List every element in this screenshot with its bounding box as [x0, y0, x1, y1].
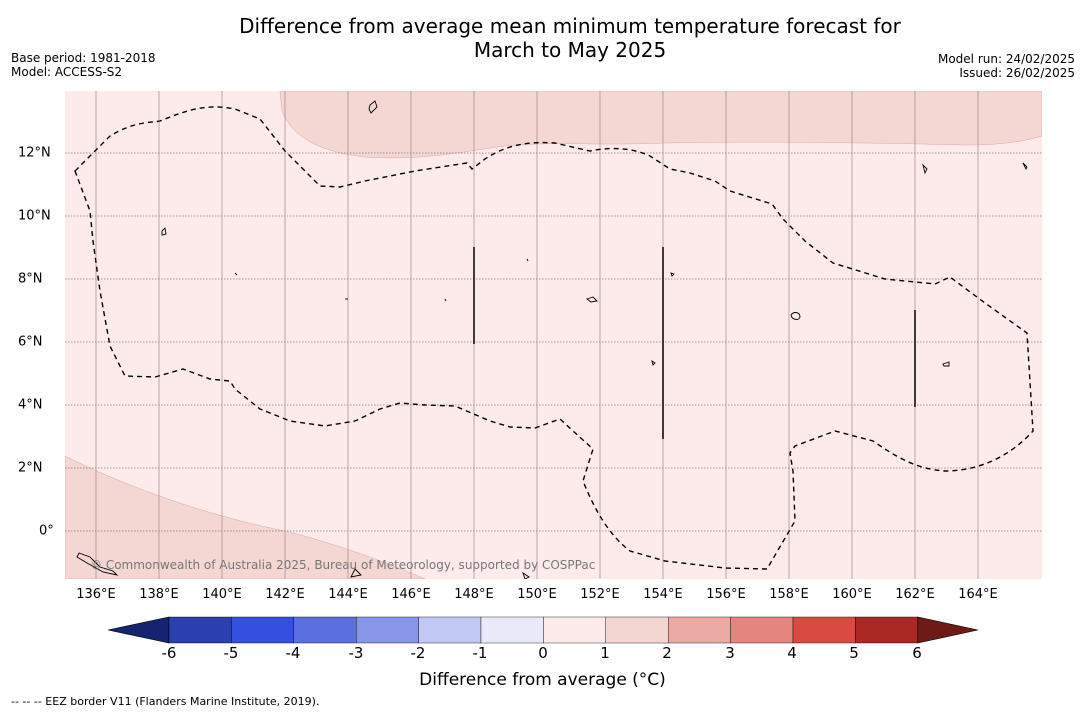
footnote: -- -- -- EEZ border V11 (Flanders Marine… [11, 695, 320, 708]
colorbar-segment [480, 616, 544, 644]
x-tick-label: 158°E [769, 587, 809, 602]
colorbar-svg [107, 616, 979, 644]
model-run: Model run: 24/02/2025 [937, 52, 1075, 66]
x-tick-label: 156°E [706, 587, 746, 602]
copyright-watermark: © Commonwealth of Australia 2025, Bureau… [90, 558, 596, 572]
map-title-line2: March to May 2025 [473, 38, 667, 62]
y-tick-label: 4°N [18, 397, 43, 413]
y-tick-label: 6°N [18, 334, 43, 350]
colorbar-tick: 4 [787, 644, 797, 662]
colorbar-arrow-high [917, 616, 979, 644]
colorbar-segment [418, 616, 482, 644]
colorbar-segment [231, 616, 295, 644]
colorbar-tick: 2 [662, 644, 672, 662]
colorbar-tick: -4 [285, 644, 301, 662]
x-tick-label: 164°E [958, 587, 998, 602]
eez-border [74, 106, 1034, 570]
x-tick-label: 154°E [643, 587, 683, 602]
colorbar [107, 616, 979, 648]
colorbar-tick: -3 [348, 644, 364, 662]
colorbar-tick: 0 [538, 644, 548, 662]
x-tick-label: 160°E [832, 587, 872, 602]
anomaly-zone-north [279, 91, 1042, 159]
x-tick-label: 144°E [328, 587, 368, 602]
x-tick-label: 152°E [580, 587, 620, 602]
colorbar-title: Difference from average (°C) [419, 670, 666, 690]
colorbar-tick: -2 [410, 644, 426, 662]
meta-right: Model run: 24/02/2025 Issued: 26/02/2025 [938, 52, 1075, 80]
colorbar-tick: -1 [472, 644, 488, 662]
map-title-line1: Difference from average mean minimum tem… [239, 14, 901, 38]
islands [76, 100, 1028, 579]
x-tick-label: 142°E [265, 587, 305, 602]
x-tick-label: 136°E [76, 587, 116, 602]
base-period: Base period: 1981-2018 [11, 51, 156, 65]
map-title: Difference from average mean minimum tem… [0, 14, 1085, 62]
colorbar-tick: 5 [849, 644, 859, 662]
y-tick-label: 10°N [18, 208, 51, 224]
x-tick-label: 138°E [139, 587, 179, 602]
y-tick-label: 2°N [18, 460, 43, 476]
map-features [473, 247, 916, 439]
colorbar-segment [855, 616, 919, 644]
y-tick-label: 0° [39, 523, 54, 539]
x-tick-label: 162°E [895, 587, 935, 602]
colorbar-segment [668, 616, 731, 644]
colorbar-arrow-low [107, 616, 170, 644]
colorbar-tick: -5 [223, 644, 239, 662]
meta-left: Base period: 1981-2018 Model: ACCESS-S2 [11, 51, 156, 79]
y-tick-label: 8°N [18, 271, 43, 287]
colorbar-segment [543, 616, 606, 644]
colorbar-tick: 6 [912, 644, 922, 662]
x-tick-label: 150°E [517, 587, 557, 602]
colorbar-segment [730, 616, 794, 644]
issued-date: Issued: 26/02/2025 [959, 66, 1075, 80]
colorbar-segment [792, 616, 856, 644]
map-background [65, 91, 1042, 579]
model-name: Model: ACCESS-S2 [11, 65, 123, 79]
colorbar-tick: -6 [161, 644, 177, 662]
colorbar-segment [605, 616, 669, 644]
grid-lines-lat [65, 152, 1042, 532]
map-panel [65, 91, 1042, 579]
x-tick-label: 148°E [454, 587, 494, 602]
map-svg [65, 91, 1042, 579]
x-tick-label: 146°E [391, 587, 431, 602]
colorbar-segment [293, 616, 357, 644]
x-tick-label: 140°E [202, 587, 242, 602]
colorbar-tick: 3 [725, 644, 735, 662]
colorbar-tick: 1 [600, 644, 610, 662]
colorbar-segment [168, 616, 232, 644]
colorbar-segment [355, 616, 419, 644]
y-tick-label: 12°N [18, 145, 51, 161]
